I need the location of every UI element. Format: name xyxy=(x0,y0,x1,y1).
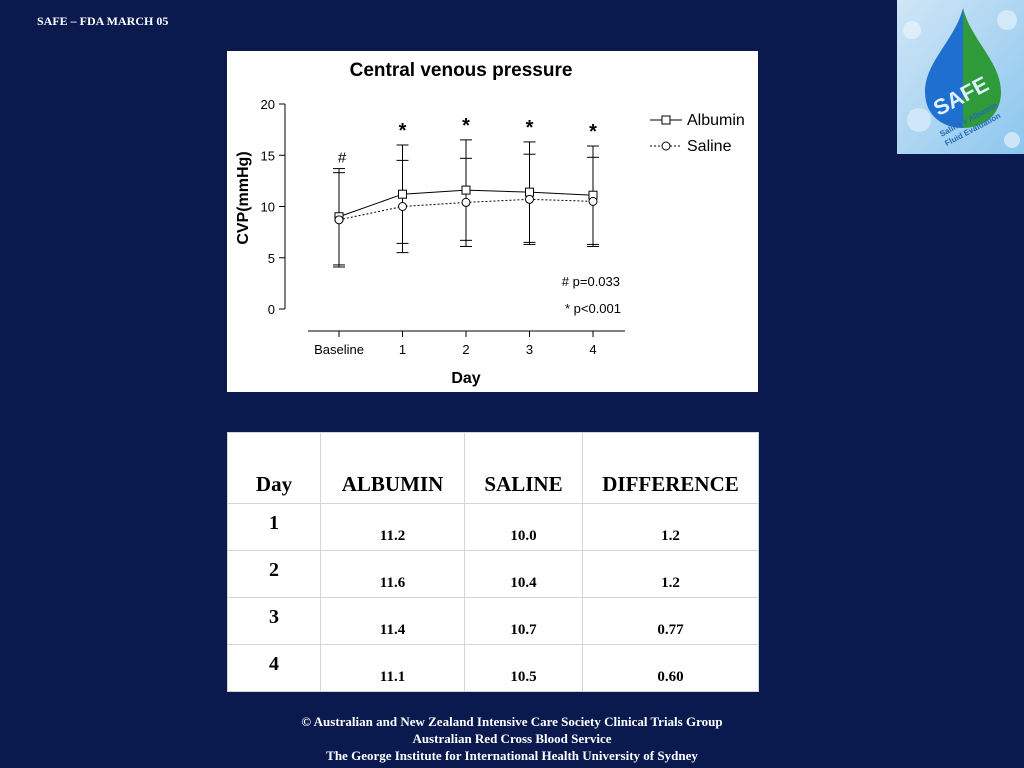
table-row: 1 11.2 10.0 1.2 xyxy=(227,503,759,551)
significance-mark: * xyxy=(589,121,597,143)
header-day: Day xyxy=(227,432,321,504)
footer-line-1: © Australian and New Zealand Intensive C… xyxy=(301,714,723,729)
cvp-table: Day ALBUMIN SALINE DIFFERENCE 1 11.2 10.… xyxy=(227,432,759,692)
y-tick-label: 5 xyxy=(268,251,275,266)
x-axis-label: Day xyxy=(451,370,480,387)
table-row: 2 11.6 10.4 1.2 xyxy=(227,550,759,598)
cell-saline: 10.4 xyxy=(464,550,583,598)
chart-legend: Albumin Saline xyxy=(650,112,745,155)
cell-difference: 0.77 xyxy=(582,597,759,645)
cell-saline: 10.7 xyxy=(464,597,583,645)
legend-label-saline: Saline xyxy=(687,138,732,155)
cell-difference: 1.2 xyxy=(582,550,759,598)
x-tick-label: 4 xyxy=(589,342,596,357)
x-tick-label: 3 xyxy=(526,342,533,357)
cell-difference: 0.60 xyxy=(582,644,759,692)
y-axis-label: CVP(mmHg) xyxy=(235,151,252,244)
header-saline: SALINE xyxy=(464,432,583,504)
y-tick-label: 0 xyxy=(268,302,275,317)
data-point-saline xyxy=(334,215,344,225)
data-point-saline xyxy=(461,197,471,207)
footer: © Australian and New Zealand Intensive C… xyxy=(0,713,1024,764)
footer-line-2: Australian Red Cross Blood Service xyxy=(412,731,612,746)
y-tick-label: 20 xyxy=(261,97,275,112)
cell-day: 2 xyxy=(227,550,321,598)
chart-panel: Central venous pressure Day CVP(mmHg) 0 5… xyxy=(227,51,758,392)
cell-albumin: 11.6 xyxy=(320,550,465,598)
data-point-saline xyxy=(588,196,598,206)
table-header-row: Day ALBUMIN SALINE DIFFERENCE xyxy=(227,432,759,504)
significance-mark: * xyxy=(526,117,534,139)
significance-mark: * xyxy=(462,115,470,137)
x-tick-label: 1 xyxy=(399,342,406,357)
header-albumin: ALBUMIN xyxy=(320,432,465,504)
legend-marker-albumin xyxy=(661,115,671,125)
cell-albumin: 11.1 xyxy=(320,644,465,692)
data-point-saline xyxy=(398,202,407,211)
significance-mark: * xyxy=(399,120,407,142)
legend-label-albumin: Albumin xyxy=(687,112,745,129)
chart-title: Central venous pressure xyxy=(350,60,573,81)
footer-line-3: The George Institute for International H… xyxy=(326,748,698,763)
legend-marker-saline xyxy=(661,141,671,151)
cell-day: 3 xyxy=(227,597,321,645)
y-tick-label: 10 xyxy=(261,200,275,215)
header-difference: DIFFERENCE xyxy=(582,432,759,504)
cell-difference: 1.2 xyxy=(582,503,759,551)
note-hash: # p=0.033 xyxy=(562,274,620,289)
cell-saline: 10.0 xyxy=(464,503,583,551)
cell-albumin: 11.4 xyxy=(320,597,465,645)
cell-saline: 10.5 xyxy=(464,644,583,692)
significance-mark: # xyxy=(338,150,347,167)
safe-logo: SAFE Saline v Albumin Fluid Evaluation xyxy=(897,0,1024,154)
slide-header: SAFE – FDA MARCH 05 xyxy=(37,14,169,28)
data-point-albumin xyxy=(398,189,407,199)
cvp-chart: Central venous pressure Day CVP(mmHg) 0 5… xyxy=(235,60,745,387)
cell-day: 4 xyxy=(227,644,321,692)
table-row: 3 11.4 10.7 0.77 xyxy=(227,597,759,645)
x-tick-label: Baseline xyxy=(314,342,364,357)
table-row: 4 11.1 10.5 0.60 xyxy=(227,644,759,692)
cell-day: 1 xyxy=(227,503,321,551)
x-tick-label: 2 xyxy=(462,342,469,357)
cell-albumin: 11.2 xyxy=(320,503,465,551)
data-point-saline xyxy=(525,194,534,204)
safe-logo-graphic: SAFE Saline v Albumin Fluid Evaluation xyxy=(897,0,1024,154)
note-star: * p<0.001 xyxy=(565,301,621,316)
y-tick-label: 15 xyxy=(261,148,275,163)
data-point-albumin xyxy=(461,185,471,195)
